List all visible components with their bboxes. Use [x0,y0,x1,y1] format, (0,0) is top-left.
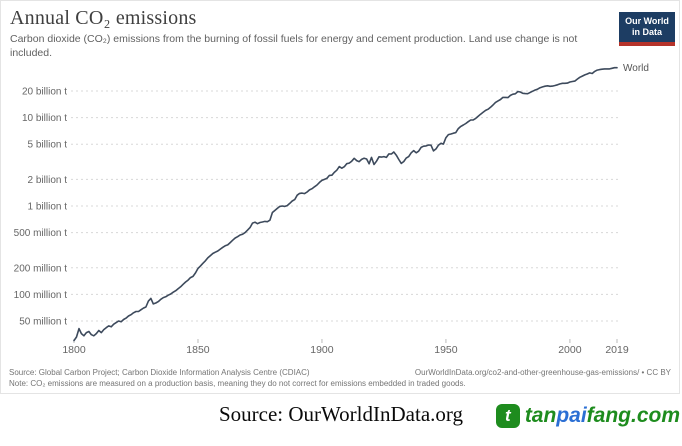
chart-svg[interactable]: 20 billion t 10 billion t 5 billion t 2 bil… [1,1,681,393]
footer-license-link[interactable]: OurWorldInData.org/co2-and-other-greenho… [414,367,671,377]
owid-logo[interactable]: Our World in Data [619,12,675,46]
x-axis-label: 2019 [605,344,629,356]
chart-header: Annual CO₂ emissions Carbon dioxide (CO₂… [10,7,675,61]
x-axis-label: 1800 [62,344,86,356]
chart-card: 20 billion t 10 billion t 5 billion t 2 bil… [0,0,680,394]
tanpaifang-logo[interactable]: t tanpaifang.com [495,404,680,428]
x-axis-label: 1850 [186,344,210,356]
owid-logo-line2: in Data [631,27,662,38]
chart-footer: Source: Global Carbon Project; Carbon Di… [9,367,671,390]
tanpaifang-leaf-icon: t [495,404,520,428]
x-axis-label: 1950 [434,344,458,356]
footer-note-text: Note: CO₂ emissions are measured on a pr… [9,379,466,389]
bottom-source-text: Source: OurWorldInData.org [218,402,464,426]
y-axis-label: 5 billion t [28,140,68,151]
y-axis-label: 100 million t [14,290,68,301]
y-axis-label: 1 billion t [28,202,68,213]
y-axis-label: 10 billion t [22,113,67,124]
y-axis-label: 50 million t [19,317,67,328]
tanpaifang-wordmark: tanpaifang.com [524,404,680,427]
bottom-strip: Source: OurWorldInData.org t tanpaifang.… [0,394,682,446]
chart-subtitle: Carbon dioxide (CO₂) emissions from the … [10,33,578,59]
x-axis-label: 1900 [310,344,334,356]
y-axis-label: 200 million t [14,263,68,274]
emissions-line[interactable] [73,66,618,342]
series-label-world: World [623,63,649,74]
y-axis-label: 20 billion t [22,86,67,97]
y-axis-label: 500 million t [14,228,68,239]
y-axis-label: 2 billion t [28,175,68,186]
x-axis-label: 2000 [558,344,582,356]
chart-title: Annual CO₂ emissions [10,7,197,29]
footer-source-text: Source: Global Carbon Project; Carbon Di… [9,367,310,377]
owid-logo-line1: Our World [625,16,669,26]
